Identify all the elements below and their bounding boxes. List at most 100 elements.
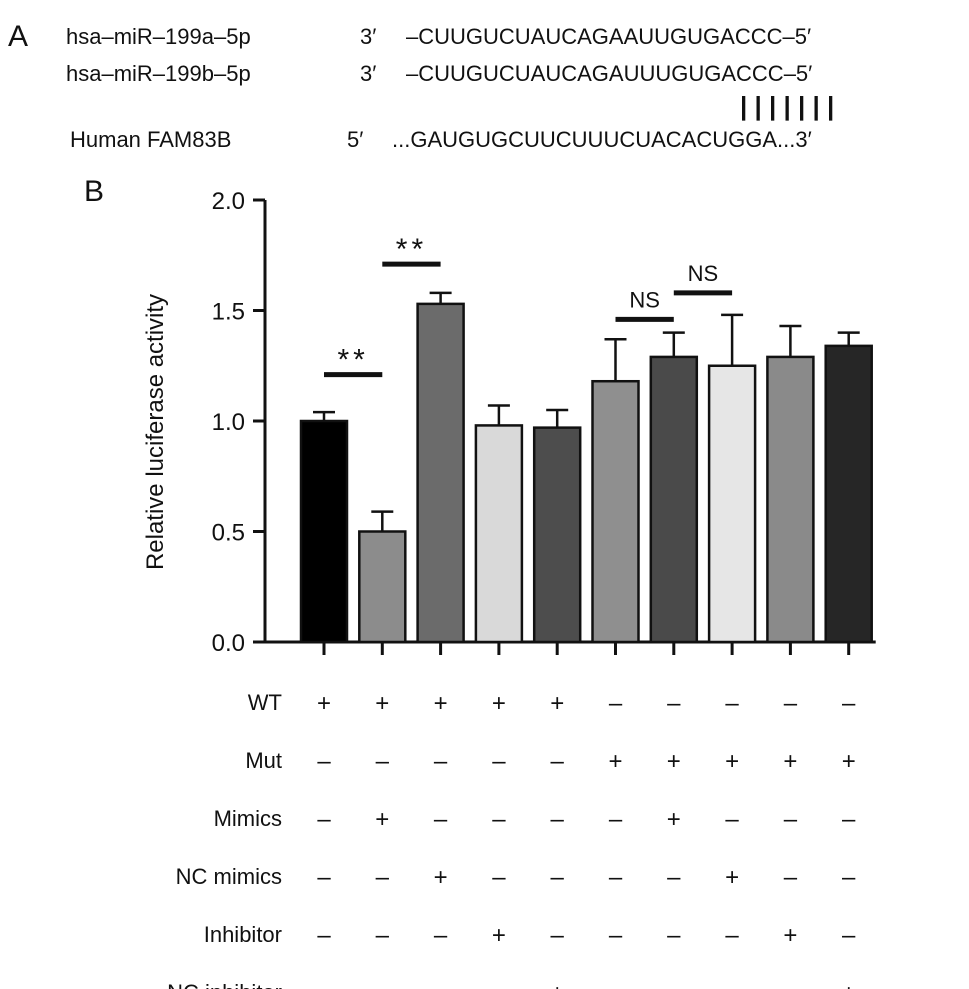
pairing-marks: | | | | | | | bbox=[740, 91, 834, 121]
condition-mark: – bbox=[725, 922, 739, 949]
condition-label: Mut bbox=[245, 748, 282, 773]
condition-mark: – bbox=[376, 748, 390, 775]
significance-label: NS bbox=[629, 287, 660, 312]
bar bbox=[532, 426, 582, 644]
condition-mark: – bbox=[551, 748, 565, 775]
condition-label: Inhibitor bbox=[204, 922, 282, 947]
condition-mark: – bbox=[376, 980, 390, 989]
condition-label: NC inhibitor bbox=[167, 980, 282, 989]
condition-mark: + bbox=[492, 922, 506, 949]
condition-mark: + bbox=[434, 864, 448, 891]
significance-label: NS bbox=[688, 261, 719, 286]
significance-label: ** bbox=[396, 233, 427, 266]
condition-mark: – bbox=[376, 922, 390, 949]
panel-a-letter: A bbox=[8, 20, 28, 53]
condition-mark: + bbox=[608, 748, 622, 775]
condition-mark: – bbox=[842, 922, 856, 949]
condition-mark: – bbox=[667, 690, 681, 717]
panel-b-letter: B bbox=[84, 175, 104, 208]
condition-mark: + bbox=[492, 690, 506, 717]
condition-mark: + bbox=[842, 748, 856, 775]
condition-mark: – bbox=[842, 690, 856, 717]
y-tick-label: 0.5 bbox=[212, 520, 245, 547]
bar bbox=[707, 364, 757, 644]
bar bbox=[299, 419, 349, 644]
condition-mark: – bbox=[609, 690, 623, 717]
mirna-199b-name: hsa–miR–199b–5p bbox=[66, 61, 251, 86]
condition-mark: + bbox=[783, 922, 797, 949]
mirna-199a-name: hsa–miR–199a–5p bbox=[66, 24, 251, 49]
condition-mark: – bbox=[667, 922, 681, 949]
condition-mark: – bbox=[434, 748, 448, 775]
condition-mark: – bbox=[842, 864, 856, 891]
condition-mark: – bbox=[725, 980, 739, 989]
condition-mark: – bbox=[492, 748, 506, 775]
bar bbox=[474, 424, 524, 644]
condition-label: NC mimics bbox=[176, 864, 282, 889]
condition-mark: – bbox=[492, 806, 506, 833]
condition-mark: + bbox=[375, 690, 389, 717]
condition-mark: – bbox=[842, 806, 856, 833]
condition-label: Mimics bbox=[214, 806, 282, 831]
condition-mark: – bbox=[784, 690, 798, 717]
mirna-199b-sequence: –CUUGUCUAUCAGAUUUGUGACCC–5′ bbox=[406, 61, 812, 86]
y-tick-label: 2.0 bbox=[212, 188, 245, 215]
condition-mark: – bbox=[317, 922, 331, 949]
condition-mark: – bbox=[609, 980, 623, 989]
y-tick-label: 1.0 bbox=[212, 409, 245, 436]
condition-mark: – bbox=[434, 980, 448, 989]
bar bbox=[649, 355, 699, 644]
condition-mark: + bbox=[434, 690, 448, 717]
bar bbox=[766, 355, 815, 644]
condition-mark: + bbox=[725, 864, 739, 891]
condition-label: WT bbox=[248, 690, 282, 715]
mirna-199a-sequence: –CUUGUCUAUCAGAAUUGUGACCC–5′ bbox=[406, 24, 811, 49]
condition-mark: – bbox=[376, 864, 390, 891]
condition-mark: – bbox=[317, 806, 331, 833]
condition-mark: – bbox=[551, 864, 565, 891]
mirna-199a-end: 3′ bbox=[360, 24, 376, 49]
bar bbox=[416, 302, 465, 644]
condition-mark: – bbox=[609, 806, 623, 833]
condition-mark: – bbox=[492, 864, 506, 891]
condition-mark: – bbox=[317, 748, 331, 775]
condition-mark: – bbox=[609, 922, 623, 949]
condition-mark: + bbox=[783, 748, 797, 775]
condition-mark: – bbox=[725, 690, 739, 717]
condition-mark: + bbox=[667, 806, 681, 833]
condition-mark: + bbox=[550, 980, 564, 989]
condition-mark: + bbox=[842, 980, 856, 989]
significance-label: ** bbox=[337, 344, 368, 377]
condition-mark: – bbox=[609, 864, 623, 891]
condition-mark: + bbox=[375, 806, 389, 833]
condition-mark: – bbox=[725, 806, 739, 833]
condition-mark: + bbox=[667, 748, 681, 775]
fam83b-name: Human FAM83B bbox=[70, 127, 231, 152]
condition-mark: – bbox=[551, 806, 565, 833]
condition-mark: – bbox=[784, 864, 798, 891]
condition-mark: – bbox=[434, 806, 448, 833]
condition-mark: + bbox=[550, 690, 564, 717]
condition-mark: + bbox=[317, 690, 331, 717]
condition-mark: – bbox=[317, 980, 331, 989]
condition-mark: – bbox=[667, 864, 681, 891]
condition-mark: – bbox=[667, 980, 681, 989]
condition-mark: – bbox=[434, 922, 448, 949]
fam83b-sequence: ...GAUGUGCUUCUUUCUACACUGGA...3′ bbox=[392, 127, 812, 152]
y-axis-title: Relative luciferase activity bbox=[142, 294, 169, 570]
condition-mark: + bbox=[725, 748, 739, 775]
condition-mark: – bbox=[784, 980, 798, 989]
y-tick-label: 0.0 bbox=[212, 630, 245, 657]
bar bbox=[358, 530, 407, 644]
bar-chart: 0.0 0.5 1.0 1.5 2.0 ** ** NS NS WT + + + + + – – – – – Mut – –… bbox=[167, 188, 876, 989]
condition-mark: – bbox=[551, 922, 565, 949]
bar bbox=[591, 379, 640, 644]
condition-mark: – bbox=[784, 806, 798, 833]
bar bbox=[824, 344, 873, 644]
y-tick-label: 1.5 bbox=[212, 299, 245, 326]
fam83b-end: 5′ bbox=[347, 127, 363, 152]
condition-mark: – bbox=[317, 864, 331, 891]
mirna-199b-end: 3′ bbox=[360, 61, 376, 86]
condition-mark: – bbox=[492, 980, 506, 989]
